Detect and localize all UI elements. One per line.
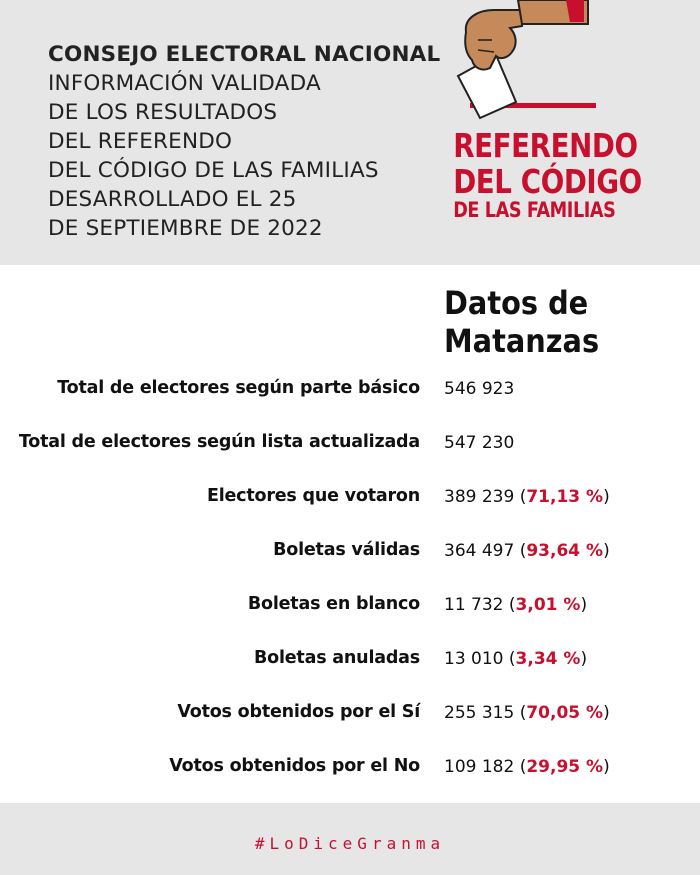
header-line: DEL CÓDIGO DE LAS FAMILIAS [48,158,379,183]
row-percentage: 93,64 % [526,541,604,561]
row-value: 546 923 [444,379,514,399]
header-text: CONSEJO ELECTORAL NACIONAL INFORMACIÓN V… [48,40,440,243]
table-row: Electores que votaron 389 239 (71,13 %) [0,472,700,526]
referendum-logo: REFERENDO DEL CÓDIGO DE LAS FAMILIAS [438,0,700,225]
row-paren-open: ( [519,541,527,561]
row-paren-close: ) [580,595,588,615]
table-row: Boletas válidas 364 497 (93,64 %) [0,526,700,580]
header-line: DESARROLLADO EL 25 [48,187,297,212]
header-line: DEL REFERENDO [48,129,233,154]
row-value: 364 497 (93,64 %) [444,541,610,561]
logo-title-line-3: DE LAS FAMILIAS [453,198,616,222]
row-value: 109 182 (29,95 %) [444,757,610,777]
logo-title-line-2: DEL CÓDIGO [453,162,642,201]
section-title-line-1: Datos de [444,284,589,322]
row-percentage: 70,05 % [526,703,604,723]
row-count: 547 230 [444,433,515,453]
row-count: 13 010 [444,649,509,669]
row-value: 389 239 (71,13 %) [444,487,610,507]
row-paren-open: ( [508,649,516,669]
hashtag-link[interactable]: #LoDiceGranma [254,834,446,853]
row-percentage: 29,95 % [526,757,604,777]
row-label: Votos obtenidos por el No [169,756,420,776]
header-line: DE LOS RESULTADOS [48,100,278,125]
row-paren-open: ( [519,703,527,723]
row-label: Electores que votaron [206,486,420,506]
header-line-organization: CONSEJO ELECTORAL NACIONAL [48,42,441,67]
row-percentage: 3,34 % [515,649,581,669]
row-count: 546 923 [444,379,515,399]
logo-title-line-1: REFERENDO [453,126,638,165]
row-paren-open: ( [519,487,527,507]
row-paren-open: ( [519,757,527,777]
row-label: Boletas anuladas [254,648,420,668]
table-row: Total de electores según parte básico 54… [0,364,700,418]
row-value: 11 732 (3,01 %) [444,595,587,615]
row-count: 364 497 [444,541,520,561]
ballot-hand-icon [456,0,596,120]
row-percentage: 71,13 % [526,487,604,507]
row-value: 547 230 [444,433,514,453]
row-paren-close: ) [603,703,610,723]
table-row: Total de electores según lista actualiza… [0,418,700,472]
row-label: Boletas en blanco [247,594,420,614]
row-count: 11 732 [444,595,509,615]
row-label: Total de electores según lista actualiza… [18,432,420,452]
row-paren-close: ) [603,541,610,561]
row-count: 255 315 [444,703,520,723]
footer-band: #LoDiceGranma [0,803,700,875]
row-value: 255 315 (70,05 %) [444,703,610,723]
section-title: Datos de Matanzas [444,284,599,360]
row-value: 13 010 (3,34 %) [444,649,587,669]
header-line: DE SEPTIEMBRE DE 2022 [48,216,323,241]
table-row: Boletas anuladas 13 010 (3,34 %) [0,634,700,688]
row-paren-close: ) [603,757,610,777]
header-band: CONSEJO ELECTORAL NACIONAL INFORMACIÓN V… [0,0,700,265]
row-label: Boletas válidas [273,540,420,560]
table-row: Boletas en blanco 11 732 (3,01 %) [0,580,700,634]
row-count: 389 239 [444,487,520,507]
row-paren-close: ) [580,649,588,669]
row-paren-close: ) [603,487,610,507]
row-paren-open: ( [508,595,516,615]
table-row: Votos obtenidos por el No 109 182 (29,95… [0,742,700,796]
section-title-line-2: Matanzas [444,322,600,360]
row-count: 109 182 [444,757,520,777]
row-percentage: 3,01 % [515,595,581,615]
table-row: Votos obtenidos por el Sí 255 315 (70,05… [0,688,700,742]
row-label: Votos obtenidos por el Sí [177,702,420,722]
header-line: INFORMACIÓN VALIDADA [48,71,321,96]
row-label: Total de electores según parte básico [57,378,420,398]
